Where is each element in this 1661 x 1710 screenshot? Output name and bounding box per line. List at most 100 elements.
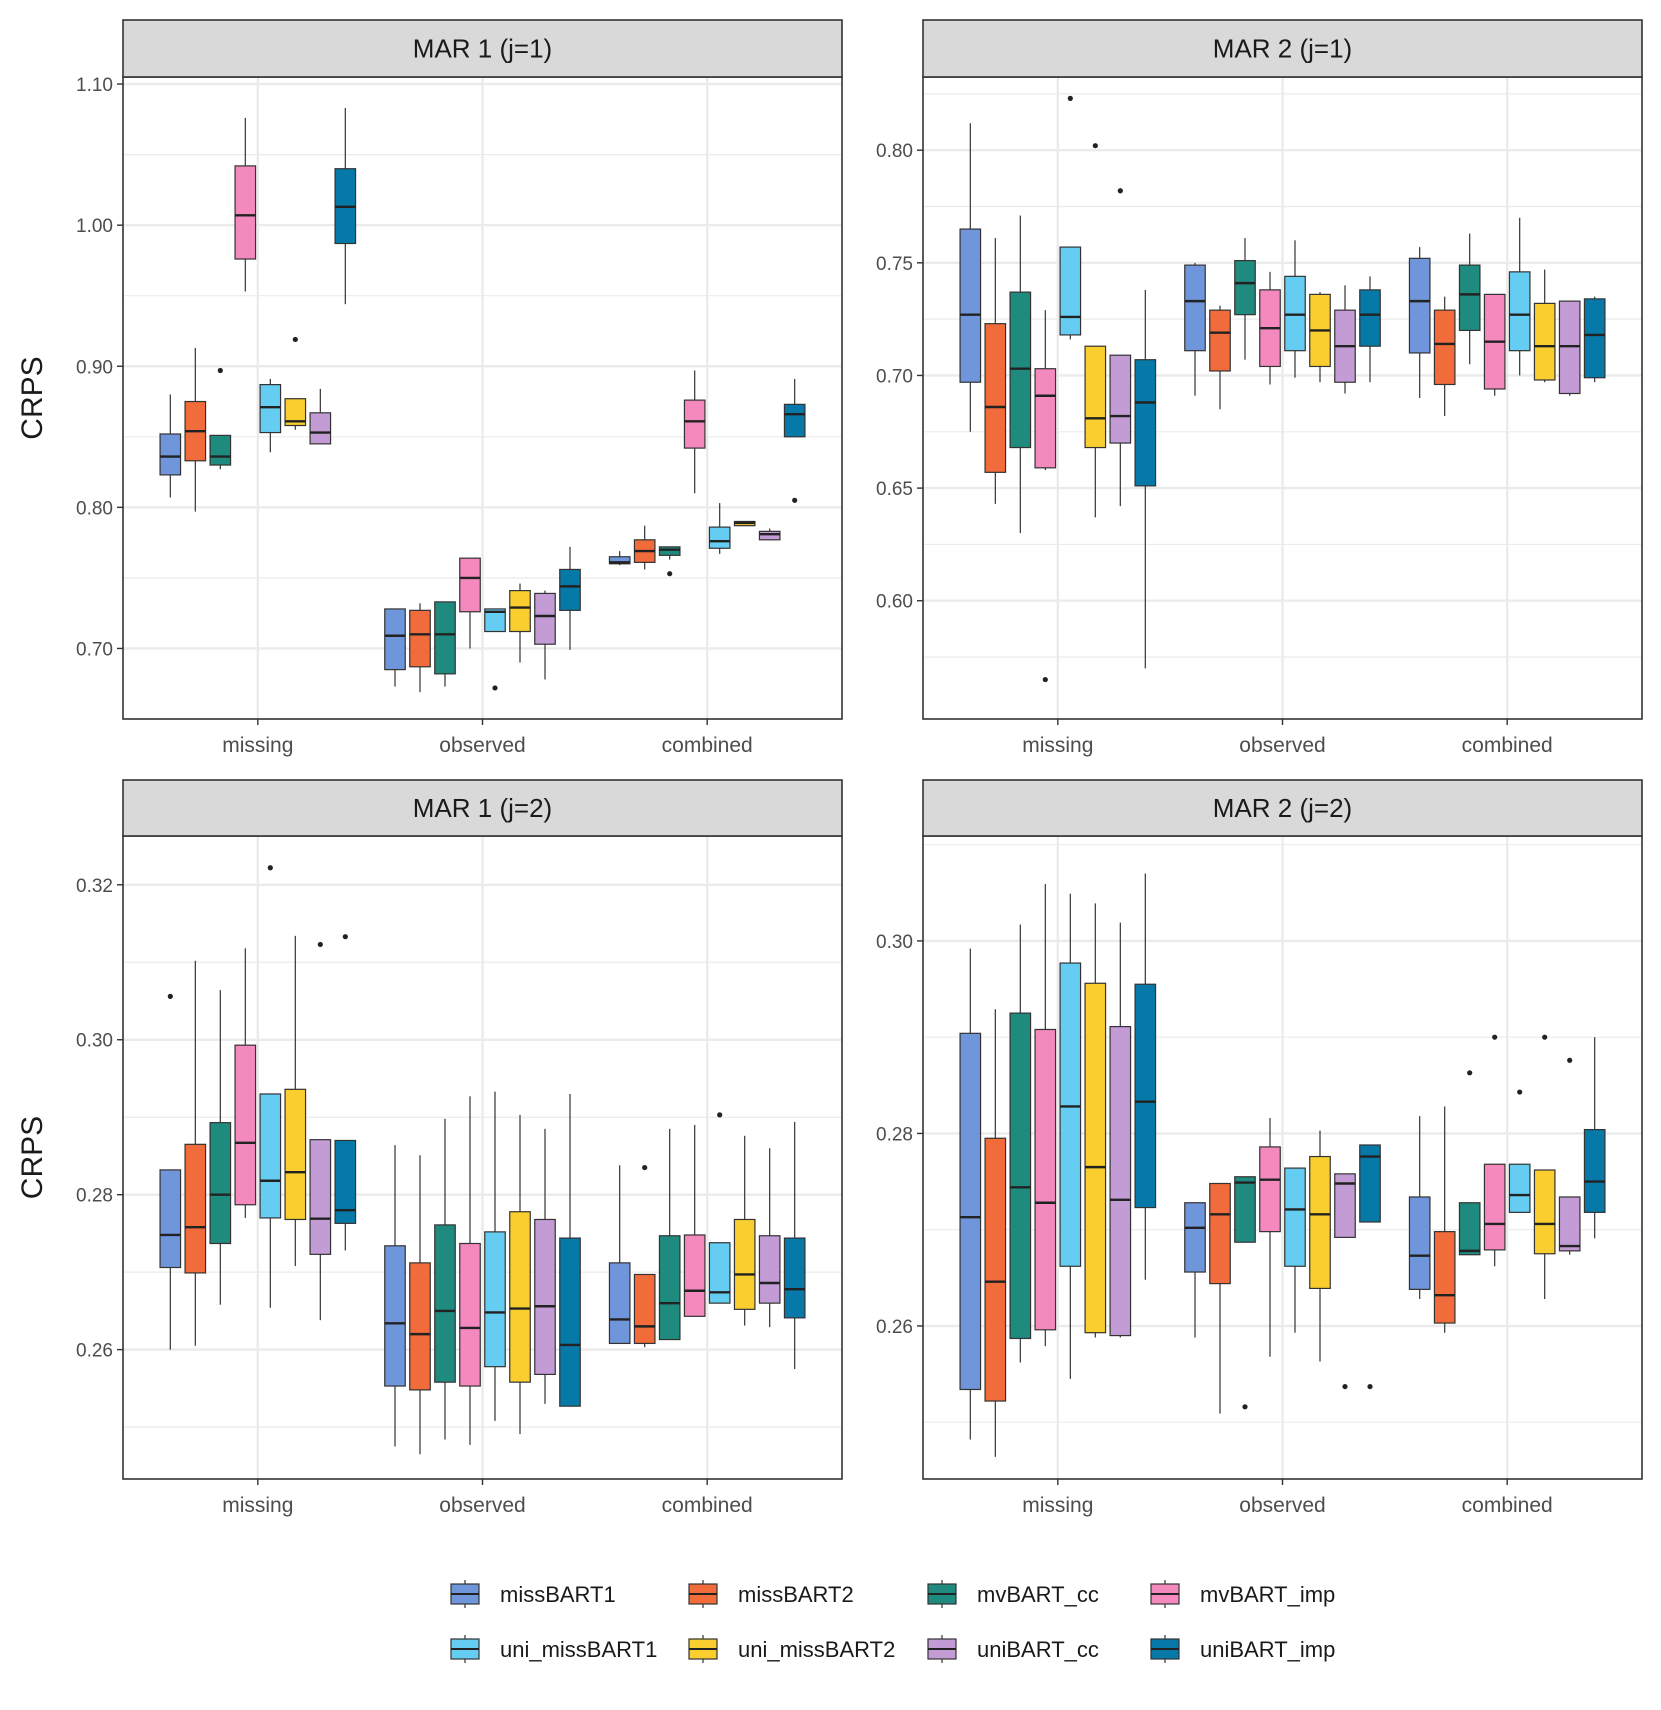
box-body (434, 601, 456, 675)
box-body (984, 1137, 1007, 1402)
box-mvBART_cc-observed (1234, 1176, 1256, 1410)
box-missBART2-observed (1209, 305, 1231, 410)
box-body (1234, 1176, 1256, 1243)
box-body (1184, 1202, 1206, 1273)
box-uni_missBART1-observed (484, 1091, 506, 1421)
y-tick-label: 1.00 (76, 216, 113, 237)
box-body (1458, 264, 1481, 332)
box-mvBART_cc-missing (209, 367, 232, 470)
box-uniBART_imp-observed (559, 1093, 581, 1407)
legend-item: uni_missBART1 (450, 1635, 657, 1663)
box-uni_missBART1-missing (259, 865, 282, 1308)
outlier-point (492, 685, 498, 691)
y-tick-label: 0.70 (876, 366, 913, 387)
box-body (1234, 259, 1256, 316)
series-missBART1 (159, 394, 631, 687)
box-missBART1-observed (384, 608, 406, 687)
box-body (1359, 289, 1381, 347)
series-uniBART_cc (1109, 188, 1581, 507)
box-body (534, 592, 556, 645)
box-body (509, 589, 531, 633)
box-uniBART_imp-missing (334, 108, 357, 305)
box-body (1309, 1155, 1331, 1290)
box-body (159, 433, 182, 476)
x-tick-label: observed (1239, 734, 1325, 757)
box-body (758, 530, 781, 541)
box-uniBART_cc-observed (1334, 1173, 1356, 1390)
series-missBART2 (184, 960, 656, 1455)
series-mvBART_cc (1009, 924, 1481, 1410)
series-mvBART_imp (234, 117, 706, 649)
box-missBART2-observed (409, 603, 431, 693)
y-tick-label: 0.90 (76, 357, 113, 378)
box-uni_missBART2-missing (1084, 903, 1107, 1338)
outlier-point (1542, 1034, 1548, 1040)
box-missBART2-combined (1433, 1106, 1456, 1333)
box-body (1009, 1012, 1032, 1340)
legend-label: uni_missBART1 (500, 1637, 657, 1662)
box-uni_missBART2-combined (733, 520, 756, 527)
legend-label: uniBART_imp (1200, 1637, 1335, 1662)
series-uniBART_imp (334, 108, 806, 650)
y-axis-label: CRPS (16, 1116, 49, 1199)
series-mvBART_imp (1034, 271, 1506, 683)
box-body (284, 1088, 307, 1221)
y-tick-label: 0.26 (76, 1341, 113, 1362)
box-body (559, 1237, 581, 1407)
box-body (209, 434, 232, 466)
box-body (1533, 302, 1556, 381)
box-body (683, 1234, 706, 1317)
panel-4: MAR 2 (j=2) 0.26 0.28 0.30 missing observed co… (876, 779, 1643, 1517)
y-tick-label: 0.70 (76, 639, 113, 660)
box-uni_missBART1-combined (708, 1112, 731, 1304)
series-mvBART_cc (1009, 215, 1481, 534)
box-uniBART_cc-combined (758, 1148, 781, 1328)
legend-label: uniBART_cc (977, 1637, 1099, 1662)
panel-1: MAR 1 (j=1) 0.70 0.80 0.90 1.00 1.10 missing ob… (16, 19, 843, 757)
panel-title: MAR 2 (j=1) (1213, 34, 1352, 64)
box-body (234, 165, 257, 260)
series-uniBART_cc (309, 388, 781, 680)
y-tick-label: 0.75 (876, 254, 913, 275)
y-axis-label: CRPS (16, 356, 49, 439)
box-uniBART_imp-combined (1583, 1037, 1606, 1239)
box-uniBART_cc-combined (1558, 1057, 1581, 1255)
box-mvBART_cc-combined (1458, 233, 1481, 365)
box-mvBART_cc-missing (1009, 215, 1032, 534)
outlier-point (642, 1164, 648, 1171)
box-body (633, 1273, 656, 1345)
box-missBART1-missing (959, 123, 982, 432)
outlier-point (1367, 1383, 1373, 1390)
box-body (159, 1169, 182, 1269)
box-body (1508, 1163, 1531, 1213)
box-body (459, 557, 481, 613)
box-body (1433, 1231, 1456, 1324)
series-mvBART_imp (234, 948, 706, 1445)
box-body (1334, 1173, 1356, 1238)
box-uniBART_cc-missing (1109, 922, 1132, 1338)
outlier-point (1042, 676, 1048, 683)
strip-header (122, 779, 843, 837)
series-missBART1 (959, 123, 1431, 432)
box-mvBART_cc-missing (209, 990, 232, 1305)
box-uni_missBART1-missing (1059, 95, 1082, 340)
box-uni_missBART2-missing (1084, 143, 1107, 518)
box-mvBART_imp-missing (234, 117, 257, 292)
series-missBART1 (159, 993, 631, 1447)
box-uniBART_imp-missing (1134, 873, 1157, 1280)
box-body (1059, 246, 1082, 336)
y-tick-label: 0.28 (76, 1186, 113, 1207)
panel-title: MAR 2 (j=2) (1213, 793, 1352, 823)
box-mvBART_imp-observed (459, 1096, 481, 1445)
box-mvBART_cc-combined (658, 1128, 681, 1341)
box-uni_missBART1-missing (259, 378, 282, 453)
box-mvBART_imp-missing (1034, 884, 1057, 1347)
box-body (184, 1143, 207, 1274)
y-tick-label: 0.28 (876, 1124, 913, 1145)
box-mvBART_imp-observed (459, 557, 481, 649)
box-uniBART_imp-combined (1583, 296, 1606, 383)
outlier-point (1092, 143, 1098, 149)
box-missBART2-observed (409, 1155, 431, 1455)
box-missBART1-combined (1408, 1116, 1431, 1299)
box-missBART1-observed (1184, 262, 1206, 396)
